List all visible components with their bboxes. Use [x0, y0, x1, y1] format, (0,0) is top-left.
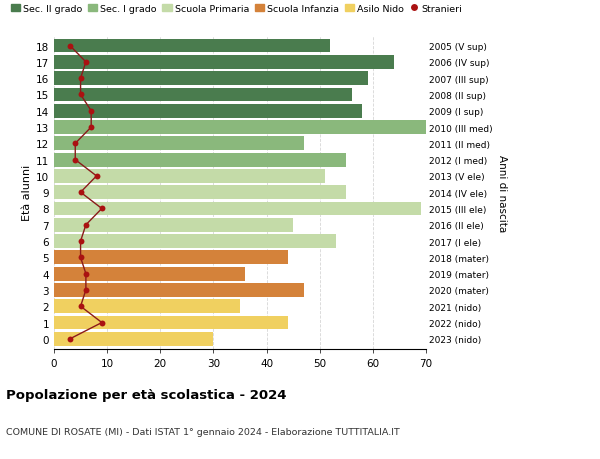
Bar: [54, 56, 394, 70]
Text: Popolazione per età scolastica - 2024: Popolazione per età scolastica - 2024: [6, 388, 287, 401]
Bar: [54, 88, 352, 102]
Point: [97, 205, 107, 213]
Point: [76, 189, 85, 196]
Point: [70, 140, 80, 148]
Point: [76, 254, 85, 262]
Bar: [54, 137, 304, 151]
Point: [92, 173, 101, 180]
Point: [81, 59, 91, 67]
Bar: [54, 202, 421, 216]
Point: [86, 108, 96, 115]
Bar: [54, 235, 335, 248]
Point: [76, 91, 85, 99]
Point: [81, 270, 91, 278]
Point: [81, 222, 91, 229]
Bar: [54, 300, 240, 313]
Bar: [54, 267, 245, 281]
Bar: [54, 218, 293, 232]
Bar: [54, 332, 214, 346]
Bar: [54, 251, 288, 265]
Bar: [54, 170, 325, 184]
Point: [65, 336, 75, 343]
Point: [81, 286, 91, 294]
Bar: [54, 72, 368, 86]
Point: [76, 75, 85, 83]
Point: [76, 303, 85, 310]
Bar: [54, 121, 426, 134]
Point: [70, 157, 80, 164]
Text: COMUNE DI ROSATE (MI) - Dati ISTAT 1° gennaio 2024 - Elaborazione TUTTITALIA.IT: COMUNE DI ROSATE (MI) - Dati ISTAT 1° ge…: [6, 427, 400, 436]
Y-axis label: Età alunni: Età alunni: [22, 165, 32, 221]
Bar: [54, 105, 362, 118]
Bar: [54, 186, 346, 200]
Y-axis label: Anni di nascita: Anni di nascita: [497, 154, 506, 231]
Point: [86, 124, 96, 131]
Bar: [54, 283, 304, 297]
Bar: [54, 153, 346, 167]
Bar: [54, 316, 288, 330]
Bar: [54, 39, 331, 53]
Legend: Sec. II grado, Sec. I grado, Scuola Primaria, Scuola Infanzia, Asilo Nido, Stran: Sec. II grado, Sec. I grado, Scuola Prim…: [11, 5, 463, 14]
Point: [65, 43, 75, 50]
Point: [76, 238, 85, 245]
Point: [97, 319, 107, 326]
